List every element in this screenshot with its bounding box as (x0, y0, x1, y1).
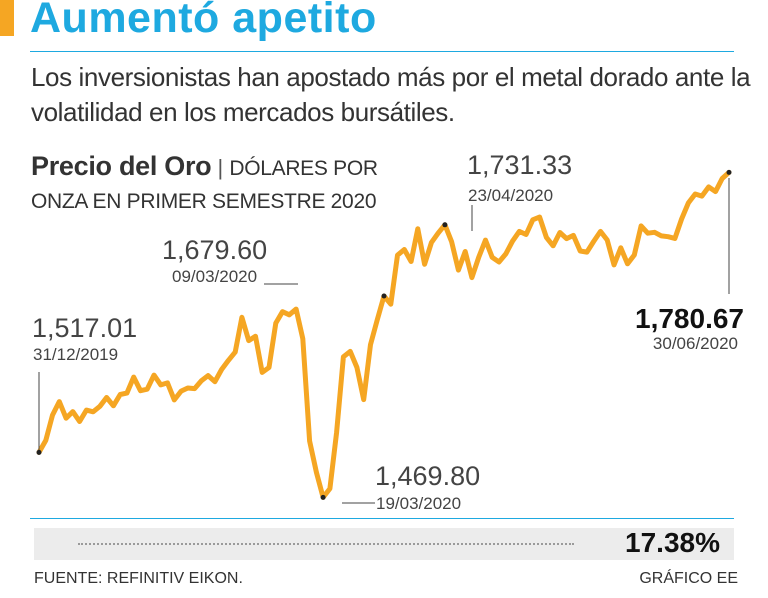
chart-unit: DÓLARES POR ONZA EN PRIMER SEMESTRE 2020 (31, 157, 378, 213)
bottom-rule (30, 518, 734, 519)
annotation-marker-2 (381, 293, 387, 299)
annotation-date-5: 30/06/2020 (653, 334, 738, 353)
accent-bar (0, 0, 14, 36)
total-change-bar: 17.38% (34, 527, 734, 560)
gold-price-line (36, 169, 732, 500)
subtitle: Los inversionistas han apostado más por … (31, 62, 751, 127)
annotation-value-2: 1,679.60 (162, 235, 267, 265)
annotation-marker-5 (726, 169, 732, 175)
annotation-marker-3 (320, 494, 326, 500)
annotation-date-3: 19/03/2020 (376, 494, 461, 513)
total-dotted-leader (78, 543, 574, 545)
annotation-marker-1 (36, 449, 42, 455)
total-change-value: 17.38% (625, 527, 720, 558)
annotation-date-4: 23/04/2020 (468, 186, 553, 205)
title-rule (30, 51, 734, 52)
graphic-credit: GRÁFICO EE (639, 570, 738, 587)
heading-separator: | (217, 155, 224, 180)
annotation-marker-4 (442, 222, 448, 228)
annotation-date-2: 09/03/2020 (172, 267, 257, 286)
chart-heading: Precio del Oro | DÓLARES POR ONZA EN PRI… (31, 150, 431, 218)
annotation-value-5: 1,780.67 (635, 303, 744, 334)
annotation-value-4: 1,731.33 (467, 150, 572, 180)
annotation-value-3: 1,469.80 (375, 461, 480, 491)
page-title: Aumentó apetito (30, 0, 377, 42)
annotation-value-1: 1,517.01 (32, 313, 137, 343)
chart-title: Precio del Oro (31, 151, 212, 181)
source-note: FUENTE: REFINITIV EIKON. (34, 570, 243, 587)
annotation-date-1: 31/12/2019 (33, 345, 118, 364)
